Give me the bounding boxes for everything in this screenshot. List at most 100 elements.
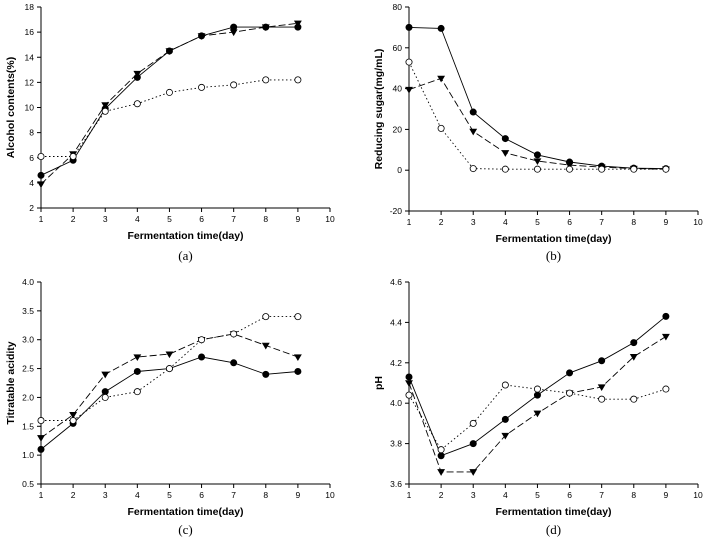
series-2-point [597, 384, 606, 392]
x-tick-label: 2 [71, 214, 76, 224]
series-3-point [662, 385, 670, 393]
series-3-point [101, 107, 109, 115]
x-tick-label: 5 [167, 490, 172, 500]
y-tick-label: 1.5 [22, 421, 34, 431]
series-2-point [405, 380, 413, 387]
series-3-point [37, 417, 45, 425]
x-tick-label: 10 [325, 214, 335, 224]
series-3-point [630, 165, 638, 173]
x-tick-label: 7 [231, 490, 236, 500]
y-tick-label: 1.0 [22, 450, 34, 460]
x-tick-label: 5 [535, 217, 540, 227]
panel-caption: (d) [546, 522, 561, 537]
x-axis-title: Fermentation time(day) [495, 506, 611, 518]
x-tick-label: 8 [263, 490, 268, 500]
series-2-point [469, 469, 478, 476]
series-2-point [101, 102, 110, 109]
y-tick-label: 3.5 [22, 306, 34, 316]
y-tick-label: 3.6 [390, 479, 402, 489]
x-tick-label: 8 [631, 217, 636, 227]
series-2-point [533, 158, 542, 166]
series-3-point [566, 165, 574, 173]
series-1-point [230, 359, 238, 367]
y-tick-label: 20 [393, 124, 403, 134]
series-1-point [133, 367, 141, 375]
series-1-point [469, 440, 477, 448]
series-1-point [662, 312, 670, 320]
series-3-point [37, 152, 45, 160]
series-2-line [40, 333, 299, 439]
x-tick-label: 5 [535, 490, 540, 500]
x-tick-label: 9 [664, 217, 669, 227]
series-3-point [469, 419, 477, 427]
series-3-point [165, 88, 173, 96]
series-1-point [262, 370, 270, 378]
series-1-point [469, 108, 477, 116]
panel-caption: (a) [178, 248, 192, 263]
series-2-point [37, 435, 45, 442]
series-3-point [405, 391, 413, 399]
series-2-point [293, 354, 302, 362]
x-tick-label: 6 [567, 490, 572, 500]
series-3-point [533, 385, 541, 393]
series-1-point [533, 151, 541, 159]
series-2-point [629, 354, 638, 361]
series-3-line [408, 384, 667, 451]
series-2-point [565, 162, 574, 170]
x-axis-title: Fermentation time(day) [495, 233, 611, 245]
series-2-point [501, 432, 510, 440]
series-3-point [262, 313, 270, 321]
series-3-point [405, 58, 413, 66]
y-tick-label: 4.0 [22, 277, 34, 287]
series-3-point [598, 395, 606, 403]
x-tick-label: 1 [39, 214, 44, 224]
series-3-point [198, 336, 206, 344]
chart-panel-4: 1 2 3 4 5 6 7 8 9 10 3.6 3.8 4.0 4.2 4.4 4.6 Fermentatio… [373, 277, 703, 537]
series-3-point [101, 393, 109, 401]
series-3-point [69, 152, 77, 160]
x-tick-label: 4 [503, 217, 508, 227]
series-2-line [40, 22, 298, 185]
series-3-point [294, 313, 302, 321]
series-1-point [566, 369, 574, 377]
series-2-point [101, 371, 110, 379]
y-tick-label: 2 [29, 203, 34, 213]
series-2-point [165, 48, 174, 55]
y-axis-title: Reducing sugar(mg/mL) [373, 49, 385, 170]
x-tick-label: 7 [599, 490, 604, 500]
x-tick-label: 1 [39, 490, 44, 500]
y-tick-label: 4.6 [390, 277, 402, 287]
y-tick-label: 3.8 [390, 439, 402, 449]
x-tick-label: 6 [199, 214, 204, 224]
series-3-point [566, 389, 574, 397]
series-2-point [197, 33, 206, 40]
series-1-point [37, 445, 45, 453]
series-1-point [533, 391, 541, 399]
series-2-point [229, 29, 238, 37]
series-2-point [69, 412, 78, 419]
y-tick-label: 10 [25, 103, 35, 113]
x-tick-label: 3 [103, 490, 108, 500]
series-3-point [533, 165, 541, 173]
series-2-point [661, 333, 670, 341]
x-tick-label: 9 [296, 490, 301, 500]
y-tick-label: 3.0 [22, 335, 34, 345]
y-tick-label: 2.5 [22, 364, 34, 374]
x-tick-label: 3 [471, 217, 476, 227]
chart-panel-2: 1 2 3 4 5 6 7 8 9 10 -20 0 20 40 60 80 Fermentation time… [373, 2, 703, 263]
x-tick-label: 9 [664, 490, 669, 500]
y-tick-label: 18 [25, 2, 35, 12]
series-1-point [294, 367, 302, 375]
y-tick-label: -20 [390, 206, 403, 216]
x-tick-label: 10 [693, 217, 703, 227]
panel-caption: (c) [178, 522, 192, 537]
x-tick-label: 5 [167, 214, 172, 224]
series-2-line [408, 77, 666, 170]
x-tick-label: 8 [631, 490, 636, 500]
y-tick-label: 14 [25, 52, 35, 62]
x-tick-label: 4 [135, 214, 140, 224]
chart-panel-3: 1 2 3 4 5 6 7 8 9 10 0.5 1.0 1.5 2.0 2.5 3.0 3.5 4.0 Ferme… [5, 277, 335, 537]
series-3-point [437, 446, 445, 454]
series-2-point [293, 20, 302, 28]
